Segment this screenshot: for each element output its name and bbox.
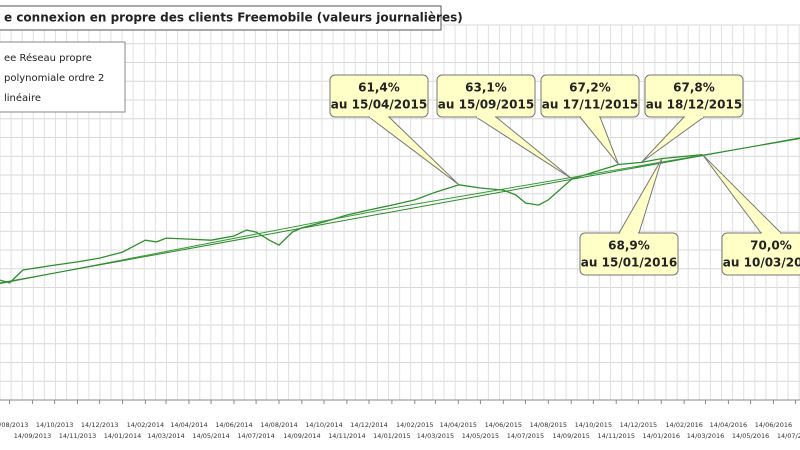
callout-join [685, 115, 703, 118]
x-tick-label: 14/03/2015 [417, 432, 454, 440]
callout-pointer [475, 116, 573, 180]
x-tick-label: 14/03/2014 [147, 432, 184, 440]
callout-date: au 18/12/2015 [646, 98, 742, 112]
x-tick-label: 14/08/2015 [530, 421, 567, 429]
callout-pointer [702, 154, 782, 234]
callout-pointer [618, 158, 663, 234]
callout-join [620, 232, 638, 235]
callout-value: 68,9% [608, 239, 650, 253]
callout-date: au 15/01/2016 [581, 256, 677, 270]
x-tick-label: 14/09/2014 [283, 432, 320, 440]
callout-value: 67,8% [673, 81, 715, 95]
x-tick-label: 14/03/2016 [687, 432, 724, 440]
x-tick-label: 14/01/2016 [643, 432, 680, 440]
x-tick-label: 14/04/2015 [440, 421, 477, 429]
x-tick-label: 14/06/2016 [755, 421, 792, 429]
callout-pointer [579, 116, 619, 165]
callout-value: 70,0% [750, 239, 792, 253]
x-tick-label: 14/12/2014 [350, 421, 387, 429]
x-tick-label: 14/05/2015 [462, 432, 499, 440]
callout-pointer [368, 116, 460, 186]
callout-join [581, 115, 599, 118]
x-tick-label: 14/07/2015 [507, 432, 544, 440]
x-tick-label: 14/09/2013 [14, 432, 51, 440]
callout-date: au 10/03/2016 [723, 256, 800, 270]
callout-pointer [640, 116, 705, 163]
x-tick-label: 14/04/2014 [170, 421, 207, 429]
callout-join [477, 115, 495, 118]
x-tick-label: 14/11/2015 [598, 432, 635, 440]
x-tick-label: 14/04/2016 [710, 421, 747, 429]
callout-join [762, 232, 780, 235]
x-tick-label: 14/02/2015 [396, 421, 433, 429]
callout-value: 61,4% [358, 81, 400, 95]
x-tick-label: 14/06/2014 [215, 421, 252, 429]
x-tick-label: 14/02/2014 [127, 421, 164, 429]
x-tick-label: 14/08/2014 [260, 421, 297, 429]
x-tick-label: 14/02/2016 [665, 421, 702, 429]
x-tick-label: 14/07/2014 [237, 432, 274, 440]
x-tick-label: 14/10/2013 [36, 421, 73, 429]
x-tick-label: 14/09/2015 [552, 432, 589, 440]
grid: 14/08/2013 14/09/2013 14/10/2013 14/11/2013… [0, 24, 800, 440]
legend: ee Réseau propre polynomiale ordre 2 linéa… [4, 52, 104, 104]
x-tick-label: 14/10/2014 [305, 421, 342, 429]
series-line [0, 137, 800, 284]
x-tick-label: 14/11/2013 [59, 432, 96, 440]
legend-label: linéaire [4, 92, 41, 104]
x-tick-label: 14/07/2016 [777, 432, 800, 440]
callout-value: 67,2% [569, 81, 611, 95]
chart-title: e connexion en propre des clients Freemo… [4, 11, 463, 25]
x-tick-label: 14/06/2015 [485, 421, 522, 429]
callout-date: au 15/09/2015 [438, 98, 534, 112]
x-tick-label: 14/01/2014 [104, 432, 141, 440]
x-tick-label: 14/08/2013 [0, 421, 28, 429]
x-tick-label: 14/12/2015 [620, 421, 657, 429]
x-tick-label: 14/05/2014 [192, 432, 229, 440]
x-tick-label: 14/12/2013 [81, 421, 118, 429]
x-tick-label: 14/11/2014 [328, 432, 365, 440]
x-tick-label: 14/10/2015 [575, 421, 612, 429]
legend-label: polynomiale ordre 2 [4, 73, 104, 84]
callout-date: au 17/11/2015 [542, 98, 638, 112]
callout-date: au 15/04/2015 [331, 98, 427, 112]
callout-value: 63,1% [465, 81, 507, 95]
title-box [0, 5, 442, 31]
x-tick-label: 14/05/2016 [732, 432, 769, 440]
annotations: 61,4% au 15/04/2015 63,1% au 15/09/2015 67,2… [329, 74, 800, 276]
legend-box [0, 41, 126, 113]
x-tick-label: 14/01/2015 [373, 432, 410, 440]
legend-label: ee Réseau propre [4, 52, 92, 64]
callout-join [370, 115, 388, 118]
